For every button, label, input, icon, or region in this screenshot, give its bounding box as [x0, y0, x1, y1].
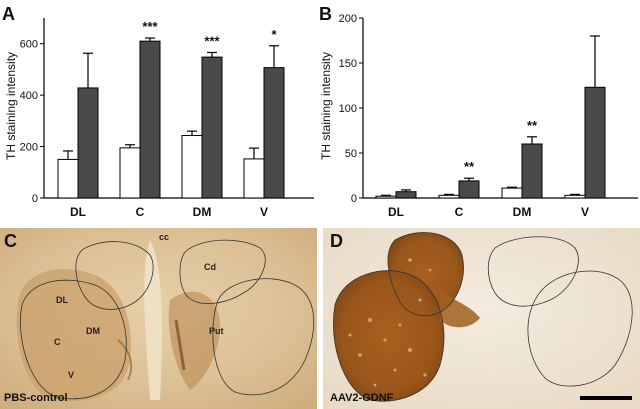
bar [584, 86, 606, 199]
significance-marker: *** [204, 33, 220, 48]
micrograph-c: C cc Cd Put DL DM C V PBS-control [0, 228, 317, 409]
bar [243, 158, 265, 199]
annotation-v: V [68, 370, 74, 380]
bar [564, 194, 586, 199]
bar [201, 56, 223, 199]
bar [181, 135, 203, 199]
y-tick-label: 100 [339, 103, 357, 115]
bar [458, 180, 480, 199]
striatum-left-shading [16, 268, 131, 402]
tissue-dark-patch [168, 291, 221, 390]
category-label: DM [193, 205, 212, 219]
panel-label-d: D [330, 231, 343, 251]
labels-b: DL C ** DM ** V [388, 118, 589, 219]
panel-label-b: B [319, 4, 332, 24]
y-tick-label: 150 [339, 58, 357, 70]
bar [438, 194, 460, 199]
stain-spread [440, 290, 480, 328]
annotation-put: Put [209, 326, 224, 336]
annotation-cd: Cd [204, 262, 216, 272]
bar [77, 87, 99, 199]
annotation-cc: cc [159, 232, 169, 242]
bars-b [375, 35, 606, 199]
significance-marker: *** [142, 19, 158, 34]
outline-caudate-left [75, 241, 154, 310]
category-label: V [260, 205, 268, 219]
y-tick-label: 200 [20, 142, 38, 154]
y-axis-label-b: TH staining intensity [319, 52, 333, 160]
putamen-gdnf-stained [333, 270, 444, 402]
fiber-tract [117, 339, 133, 381]
bar [139, 40, 161, 199]
fiber-tract [174, 319, 186, 371]
category-label: DL [70, 205, 86, 219]
outline-putamen-injected [333, 270, 445, 402]
y-tick-label: 0 [351, 193, 357, 205]
y-tick-label: 600 [20, 39, 38, 51]
bar [395, 191, 417, 199]
outline-putamen-right [212, 278, 315, 396]
outline-striatum-left [20, 279, 127, 400]
significance-marker: ** [527, 118, 538, 133]
panel-label-c: C [4, 231, 17, 251]
category-label: V [581, 205, 589, 219]
y-tick-label: 400 [20, 90, 38, 102]
labels-a: DL C *** DM *** V * [70, 19, 277, 219]
bar [57, 158, 79, 199]
y-tick-label: 50 [345, 148, 357, 160]
speckles [348, 258, 432, 387]
category-label: C [136, 205, 145, 219]
bar [521, 143, 543, 199]
bar [119, 147, 141, 199]
category-label: C [455, 205, 464, 219]
outline-caudate-contralateral [487, 236, 579, 307]
annotation-c: C [54, 337, 61, 347]
bars-a [57, 37, 285, 199]
panel-label-a: A [2, 4, 15, 24]
caption-pbs-control: PBS-control [4, 392, 68, 404]
y-tick-label: 0 [32, 193, 38, 205]
chart-b: B TH staining intensity 0 50 100 150 200 DL C… [319, 4, 638, 219]
bar [263, 67, 285, 199]
annotation-dl: DL [56, 295, 68, 305]
y-tick-label: 200 [339, 13, 357, 25]
midline-ventricle [144, 240, 162, 400]
significance-marker: * [271, 27, 277, 42]
caption-aav2-gdnf: AAV2-GDNF [330, 392, 394, 404]
category-label: DM [513, 205, 532, 219]
y-axis-label-a: TH staining intensity [4, 52, 18, 160]
outline-caudate-right [179, 239, 266, 304]
category-label: DL [388, 205, 404, 219]
outline-putamen-contralateral [527, 270, 633, 387]
annotation-dm: DM [86, 326, 100, 336]
bar [501, 187, 523, 199]
bar [375, 195, 397, 199]
micrograph-d: D AAV2-GDNF [323, 228, 640, 409]
significance-marker: ** [464, 159, 475, 174]
